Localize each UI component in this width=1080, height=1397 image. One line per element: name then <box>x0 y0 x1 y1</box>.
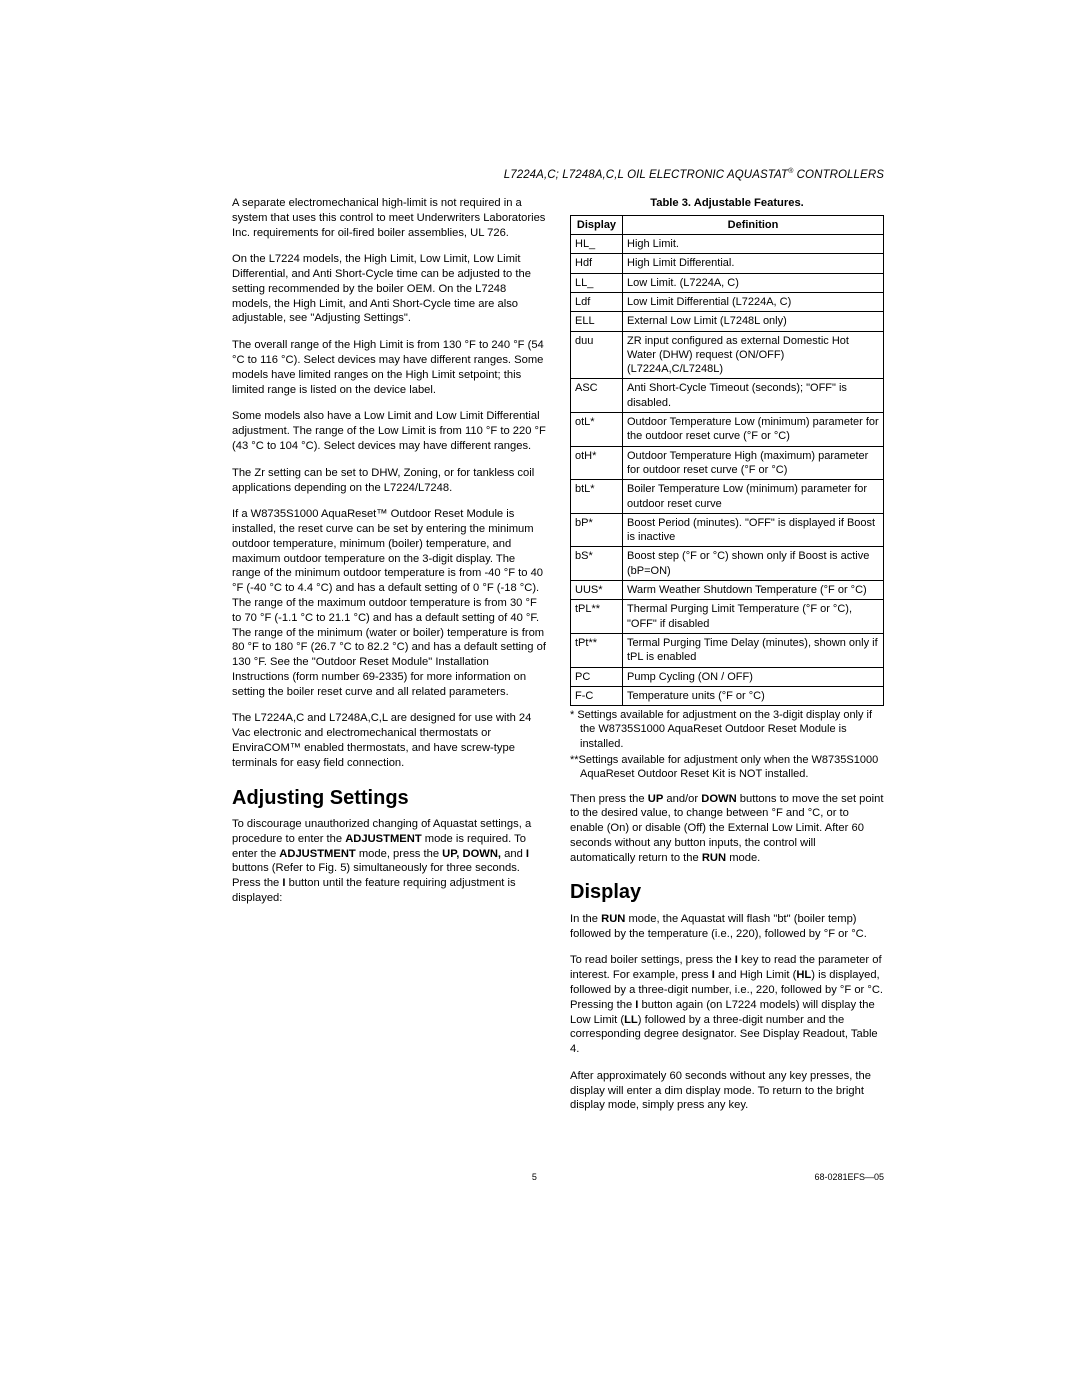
text: mode. <box>726 852 760 864</box>
page-footer: 5 68-0281EFS—05 <box>232 1172 884 1182</box>
left-column: A separate electromechanical high-limit … <box>232 196 546 1125</box>
right-column: Table 3. Adjustable Features. Display De… <box>570 196 884 1125</box>
text: DOWN <box>701 793 736 805</box>
table-row: PCPump Cycling (ON / OFF) <box>571 667 884 686</box>
content-columns: A separate electromechanical high-limit … <box>232 196 884 1125</box>
para: A separate electromechanical high-limit … <box>232 196 546 240</box>
table-row: otL*Outdoor Temperature Low (minimum) pa… <box>571 413 884 447</box>
text: HL <box>796 969 811 981</box>
text: I <box>526 848 529 860</box>
heading-display: Display <box>570 879 884 905</box>
cell-display: Hdf <box>571 254 623 273</box>
cell-definition: Outdoor Temperature High (maximum) param… <box>623 446 884 480</box>
doc-number: 68-0281EFS—05 <box>814 1172 884 1182</box>
table-notes: * Settings available for adjustment on t… <box>570 708 884 781</box>
table-row: UUS*Warm Weather Shutdown Temperature (°… <box>571 581 884 600</box>
table-caption: Table 3. Adjustable Features. <box>570 196 884 211</box>
cell-display: duu <box>571 331 623 379</box>
table-row: tPt**Termal Purging Time Delay (minutes)… <box>571 633 884 667</box>
cell-definition: Thermal Purging Limit Temperature (°F or… <box>623 600 884 634</box>
para: In the RUN mode, the Aquastat will flash… <box>570 912 884 942</box>
para: To read boiler settings, press the I key… <box>570 953 884 1056</box>
th-display: Display <box>571 215 623 234</box>
table-row: ASCAnti Short-Cycle Timeout (seconds); "… <box>571 379 884 413</box>
cell-display: HL_ <box>571 235 623 254</box>
adjustable-features-table: Display Definition HL_High Limit.HdfHigh… <box>570 215 884 706</box>
table-row: duuZR input configured as external Domes… <box>571 331 884 379</box>
cell-definition: Outdoor Temperature Low (minimum) parame… <box>623 413 884 447</box>
para: After approximately 60 seconds without a… <box>570 1069 884 1113</box>
note: **Settings available for adjustment only… <box>570 753 884 782</box>
cell-definition: Temperature units (°F or °C) <box>623 686 884 705</box>
table-row: ELLExternal Low Limit (L7248L only) <box>571 312 884 331</box>
cell-definition: Boost Period (minutes). "OFF" is display… <box>623 513 884 547</box>
text: and/or <box>663 793 701 805</box>
cell-display: tPt** <box>571 633 623 667</box>
text: To read boiler settings, press the <box>570 954 735 966</box>
text: and <box>501 848 526 860</box>
para: Some models also have a Low Limit and Lo… <box>232 409 546 453</box>
table-row: LL_Low Limit. (L7224A, C) <box>571 273 884 292</box>
para: The L7224A,C and L7248A,C,L are designed… <box>232 711 546 770</box>
table-row: btL*Boiler Temperature Low (minimum) par… <box>571 480 884 514</box>
text: UP, DOWN, <box>442 848 501 860</box>
text: mode, press the <box>356 848 442 860</box>
text: ADJUSTMENT <box>345 833 421 845</box>
cell-definition: Boost step (°F or °C) shown only if Boos… <box>623 547 884 581</box>
cell-display: LL_ <box>571 273 623 292</box>
note: * Settings available for adjustment on t… <box>570 708 884 751</box>
page-header: L7224A,C; L7248A,C,L OIL ELECTRONIC AQUA… <box>232 168 884 181</box>
table-row: otH*Outdoor Temperature High (maximum) p… <box>571 446 884 480</box>
text: UP <box>648 793 664 805</box>
text: and High Limit ( <box>715 969 796 981</box>
cell-definition: Warm Weather Shutdown Temperature (°F or… <box>623 581 884 600</box>
table-header-row: Display Definition <box>571 215 884 234</box>
table-row: HL_High Limit. <box>571 235 884 254</box>
cell-definition: Termal Purging Time Delay (minutes), sho… <box>623 633 884 667</box>
cell-display: bP* <box>571 513 623 547</box>
table-row: bP*Boost Period (minutes). "OFF" is disp… <box>571 513 884 547</box>
text: Then press the <box>570 793 648 805</box>
para: If a W8735S1000 AquaReset™ Outdoor Reset… <box>232 507 546 699</box>
para: Then press the UP and/or DOWN buttons to… <box>570 792 884 866</box>
text: RUN <box>702 852 726 864</box>
cell-definition: Boiler Temperature Low (minimum) paramet… <box>623 480 884 514</box>
para: The Zr setting can be set to DHW, Zoning… <box>232 466 546 496</box>
table-row: LdfLow Limit Differential (L7224A, C) <box>571 292 884 311</box>
header-text: L7224A,C; L7248A,C,L OIL ELECTRONIC AQUA… <box>504 169 884 181</box>
table-row: HdfHigh Limit Differential. <box>571 254 884 273</box>
cell-display: tPL** <box>571 600 623 634</box>
cell-definition: ZR input configured as external Domestic… <box>623 331 884 379</box>
table-row: F-CTemperature units (°F or °C) <box>571 686 884 705</box>
cell-definition: Low Limit. (L7224A, C) <box>623 273 884 292</box>
th-definition: Definition <box>623 215 884 234</box>
cell-display: Ldf <box>571 292 623 311</box>
cell-display: btL* <box>571 480 623 514</box>
cell-definition: Low Limit Differential (L7224A, C) <box>623 292 884 311</box>
cell-display: bS* <box>571 547 623 581</box>
cell-definition: High Limit Differential. <box>623 254 884 273</box>
cell-display: otH* <box>571 446 623 480</box>
table-row: tPL**Thermal Purging Limit Temperature (… <box>571 600 884 634</box>
para: The overall range of the High Limit is f… <box>232 338 546 397</box>
cell-definition: Pump Cycling (ON / OFF) <box>623 667 884 686</box>
page-number: 5 <box>532 1172 537 1182</box>
cell-display: F-C <box>571 686 623 705</box>
cell-definition: High Limit. <box>623 235 884 254</box>
table-row: bS*Boost step (°F or °C) shown only if B… <box>571 547 884 581</box>
heading-adjusting-settings: Adjusting Settings <box>232 785 546 811</box>
cell-display: ASC <box>571 379 623 413</box>
para: On the L7224 models, the High Limit, Low… <box>232 252 546 326</box>
text: RUN <box>601 913 625 925</box>
cell-display: ELL <box>571 312 623 331</box>
cell-display: otL* <box>571 413 623 447</box>
cell-display: UUS* <box>571 581 623 600</box>
text: LL <box>624 1014 638 1026</box>
para: To discourage unauthorized changing of A… <box>232 817 546 906</box>
cell-definition: External Low Limit (L7248L only) <box>623 312 884 331</box>
text: ADJUSTMENT <box>279 848 355 860</box>
cell-definition: Anti Short-Cycle Timeout (seconds); "OFF… <box>623 379 884 413</box>
text: In the <box>570 913 601 925</box>
cell-display: PC <box>571 667 623 686</box>
